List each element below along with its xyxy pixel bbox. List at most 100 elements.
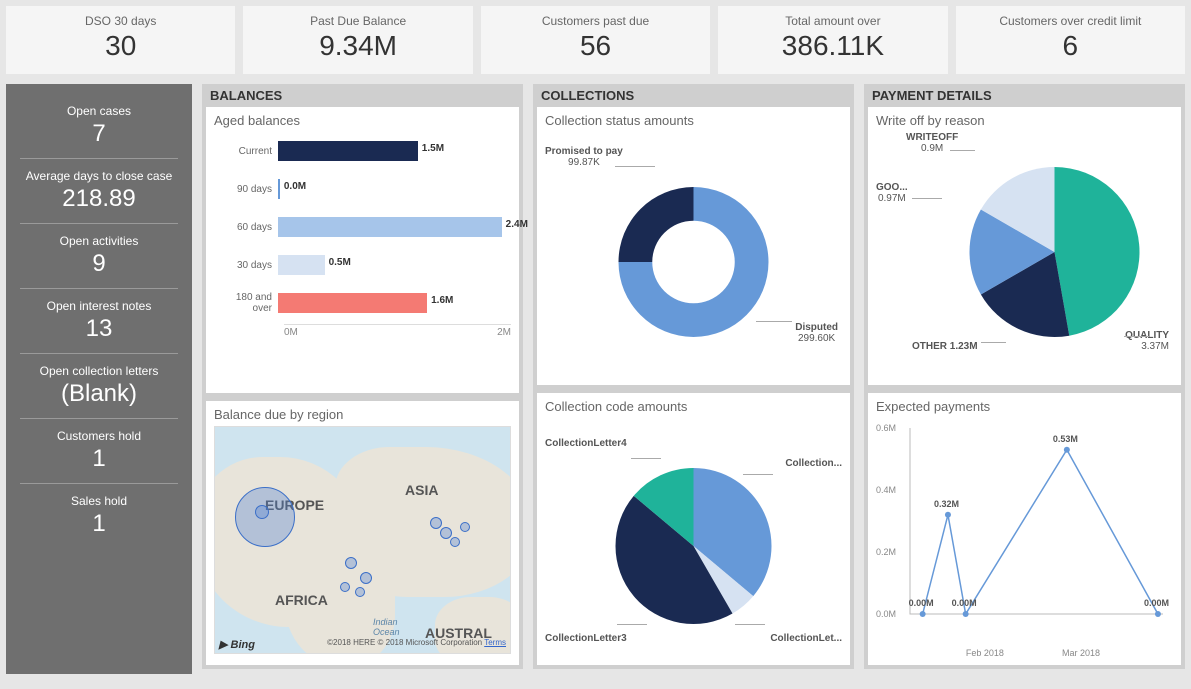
bar-category: 90 days [214, 184, 278, 195]
slice-label: CollectionLetter4 [545, 438, 627, 449]
kpi-label: Customers past due [481, 14, 710, 28]
line-point[interactable] [945, 512, 951, 518]
line-series[interactable] [923, 450, 1158, 614]
panel-title: Balance due by region [214, 407, 511, 422]
kpi-card-pastdue[interactable]: Past Due Balance 9.34M [243, 6, 472, 74]
axis-tick: 0M [284, 327, 298, 338]
kpi-label: Customers over credit limit [956, 14, 1185, 28]
bar-category: 60 days [214, 222, 278, 233]
kpi-card-amount-over[interactable]: Total amount over 386.11K [718, 6, 947, 74]
axis-tick: 0.6M [876, 423, 896, 433]
side-item-open-activities[interactable]: Open activities 9 [20, 224, 178, 289]
bar-fill[interactable] [278, 293, 427, 313]
section-header-payment: PAYMENT DETAILS [864, 84, 1185, 107]
kpi-label: DSO 30 days [6, 14, 235, 28]
line-point[interactable] [963, 611, 969, 617]
map-attrib-bing: Bing [231, 639, 255, 651]
kpi-card-dso[interactable]: DSO 30 days 30 [6, 6, 235, 74]
slice-label: Promised to pay99.87K [545, 146, 623, 168]
kpi-card-customers-past-due[interactable]: Customers past due 56 [481, 6, 710, 74]
side-item-open-interest[interactable]: Open interest notes 13 [20, 289, 178, 354]
side-value: 9 [20, 250, 178, 278]
bar-chart: Current1.5M90 days0.0M60 days2.4M30 days… [214, 132, 511, 322]
side-value: 13 [20, 315, 178, 343]
panel-title: Collection status amounts [545, 113, 842, 128]
slice-label: Disputed299.60K [795, 322, 838, 344]
side-panel: Open cases 7 Average days to close case … [6, 84, 192, 674]
panel-title: Collection code amounts [545, 399, 842, 414]
panel-writeoff[interactable]: Write off by reason WRITEOFF0.9MGOO...0.… [864, 107, 1185, 389]
kpi-value: 9.34M [243, 30, 472, 62]
map-terms-link[interactable]: Terms [484, 638, 506, 647]
line-point[interactable] [1064, 447, 1070, 453]
side-label: Open interest notes [20, 299, 178, 313]
side-item-avg-close[interactable]: Average days to close case 218.89 [20, 159, 178, 224]
bar-value-label: 0.0M [284, 181, 306, 192]
slice-label: QUALITY3.37M [1125, 330, 1169, 352]
map-label-ocean: Indian Ocean [373, 617, 400, 637]
line-point[interactable] [1155, 611, 1161, 617]
bar-fill[interactable] [278, 255, 325, 275]
axis-tick: 0.0M [876, 609, 896, 619]
map-canvas[interactable]: EUROPE ASIA AFRICA AUSTRAL Indian Ocean … [214, 426, 511, 654]
kpi-card-over-credit[interactable]: Customers over credit limit 6 [956, 6, 1185, 74]
collections-column: COLLECTIONS Collection status amounts Pr… [533, 84, 854, 674]
panel-title: Write off by reason [876, 113, 1173, 128]
donut-chart: Promised to pay99.87K Disputed299.60K [545, 132, 842, 372]
side-label: Open activities [20, 234, 178, 248]
side-label: Open collection letters [20, 364, 178, 378]
side-label: Open cases [20, 104, 178, 118]
side-item-open-letters[interactable]: Open collection letters (Blank) [20, 354, 178, 419]
axis-tick: 2M [497, 327, 511, 338]
side-item-customers-hold[interactable]: Customers hold 1 [20, 419, 178, 484]
kpi-top-row: DSO 30 days 30 Past Due Balance 9.34M Cu… [6, 6, 1185, 74]
panel-collection-status[interactable]: Collection status amounts Promised to pa… [533, 107, 854, 389]
side-value: 7 [20, 120, 178, 148]
line-chart: 0.0M0.2M0.4M0.6MFeb 2018Mar 20180.00M0.3… [876, 418, 1173, 658]
side-label: Average days to close case [20, 169, 178, 183]
line-point[interactable] [920, 611, 926, 617]
panel-map[interactable]: Balance due by region EUROPE ASIA AFRICA… [202, 397, 523, 669]
side-label: Customers hold [20, 429, 178, 443]
panel-title: Aged balances [214, 113, 511, 128]
point-label: 0.00M [1144, 598, 1169, 608]
side-item-open-cases[interactable]: Open cases 7 [20, 94, 178, 159]
bar-fill[interactable] [278, 179, 280, 199]
side-value: 1 [20, 510, 178, 538]
kpi-value: 30 [6, 30, 235, 62]
panel-aged-balances[interactable]: Aged balances Current 1.5M 90 days 0.0M 60 d… [202, 107, 523, 397]
axis-tick: Mar 2018 [1062, 648, 1100, 658]
slice-label: GOO...0.97M [876, 182, 908, 204]
panel-expected-payments[interactable]: Expected payments 0.0M0.2M0.4M0.6MFeb 20… [864, 389, 1185, 669]
bar-fill[interactable] [278, 141, 418, 161]
axis-tick: Feb 2018 [966, 648, 1004, 658]
kpi-value: 386.11K [718, 30, 947, 62]
pie-chart: CollectionLetter4 Collection... Collection… [545, 418, 842, 658]
pie-slice[interactable] [1055, 167, 1140, 336]
slice-label: CollectionLet... [770, 633, 842, 644]
kpi-value: 56 [481, 30, 710, 62]
point-label: 0.32M [934, 499, 959, 509]
bar-category: Current [214, 146, 278, 157]
slice-label: Collection... [785, 458, 842, 469]
panel-collection-code[interactable]: Collection code amounts CollectionLetter… [533, 389, 854, 669]
point-label: 0.00M [952, 598, 977, 608]
map-attrib-text: ©2018 HERE © 2018 Microsoft Corporation [327, 638, 482, 647]
side-value: 1 [20, 445, 178, 473]
panel-title: Expected payments [876, 399, 1173, 414]
pie-chart: WRITEOFF0.9MGOO...0.97MOTHER 1.23MQUALIT… [876, 132, 1173, 372]
section-header-collections: COLLECTIONS [533, 84, 854, 107]
bar-value-label: 1.5M [422, 143, 444, 154]
side-value: 218.89 [20, 185, 178, 213]
main-grid: Open cases 7 Average days to close case … [6, 84, 1185, 674]
side-item-sales-hold[interactable]: Sales hold 1 [20, 484, 178, 548]
bar-axis: 0M 2M [284, 324, 511, 338]
bar-value-label: 1.6M [431, 295, 453, 306]
slice-label: CollectionLetter3 [545, 633, 627, 644]
balances-column: BALANCES Aged balances Current 1.5M 90 day… [202, 84, 523, 674]
bar-fill[interactable] [278, 217, 502, 237]
map-label-africa: AFRICA [275, 592, 328, 608]
map-label-asia: ASIA [405, 482, 438, 498]
section-header-balances: BALANCES [202, 84, 523, 107]
bar-category: 30 days [214, 260, 278, 271]
